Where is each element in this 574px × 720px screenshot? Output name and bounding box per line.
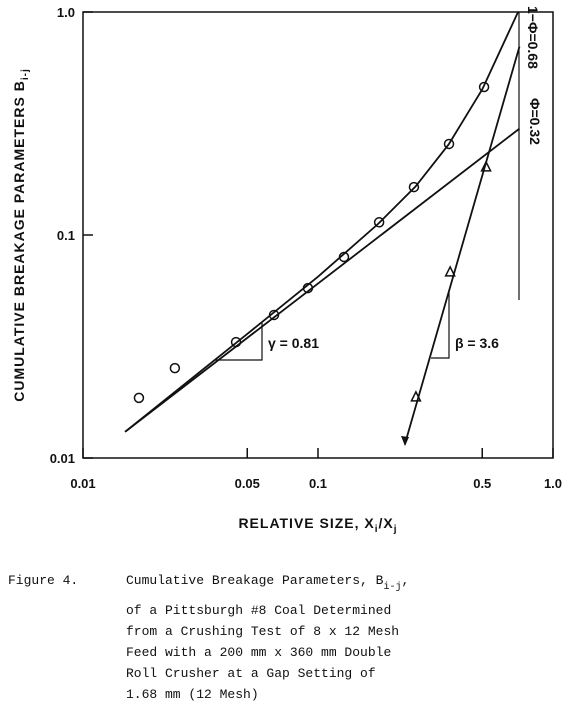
caption-line: from a Crushing Test of 8 x 12 Mesh	[126, 624, 399, 639]
circle-point	[133, 392, 145, 404]
caption-line: Feed with a 200 mm x 360 mm Double	[126, 645, 391, 660]
x-tick-label: 0.01	[70, 476, 95, 491]
circle-point	[169, 362, 181, 374]
phi-complement-annotation: 1−Φ=0.68	[525, 6, 541, 69]
caption-text: Cumulative Breakage Parameters, B	[126, 573, 384, 588]
x-axis-label: RELATIVE SIZE, Xi/Xj	[238, 515, 397, 535]
x-tick-label: 1.0	[544, 476, 562, 491]
caption-line: Roll Crusher at a Gap Setting of	[126, 666, 376, 681]
fit-line	[124, 127, 521, 433]
caption-sub: i-j	[383, 581, 401, 593]
caption-line: 1.68 mm (12 Mesh)	[126, 687, 259, 702]
x-tick-label: 0.5	[473, 476, 491, 491]
x-label-sub: j	[393, 524, 398, 535]
x-label-text: RELATIVE SIZE, X	[238, 515, 374, 531]
phi-annotation: Φ=0.32	[527, 98, 543, 145]
y-label-text: CUMULATIVE BREAKAGE PARAMETERS B	[11, 80, 27, 402]
beta-annotation: β = 3.6	[455, 335, 499, 351]
triangle-point	[444, 265, 456, 277]
x-tick-label: 0.05	[235, 476, 260, 491]
fit-line	[124, 11, 519, 433]
caption-text: ,	[401, 573, 409, 588]
caption-line: of a Pittsburgh #8 Coal Determined	[126, 603, 391, 618]
y-tick-label: 0.1	[57, 228, 75, 243]
fit-line	[403, 46, 521, 445]
caption-label: Figure 4.	[8, 573, 78, 588]
x-label-sub: i	[375, 524, 379, 535]
y-label-sub: i-j	[20, 68, 31, 80]
caption-line: Cumulative Breakage Parameters, Bi-j,	[126, 573, 409, 593]
slope-triangle	[431, 290, 450, 359]
caption: Figure 4. Cumulative Breakage Parameters…	[8, 573, 409, 702]
y-tick-label: 0.01	[50, 451, 75, 466]
plot-frame	[82, 11, 554, 459]
y-axis-label: CUMULATIVE BREAKAGE PARAMETERS Bi-j	[11, 68, 31, 402]
slope-triangle	[215, 323, 263, 361]
x-label-mid: /X	[379, 515, 394, 531]
x-tick-label: 0.1	[309, 476, 327, 491]
y-tick-label: 1.0	[57, 5, 75, 20]
gamma-annotation: γ = 0.81	[268, 335, 319, 351]
